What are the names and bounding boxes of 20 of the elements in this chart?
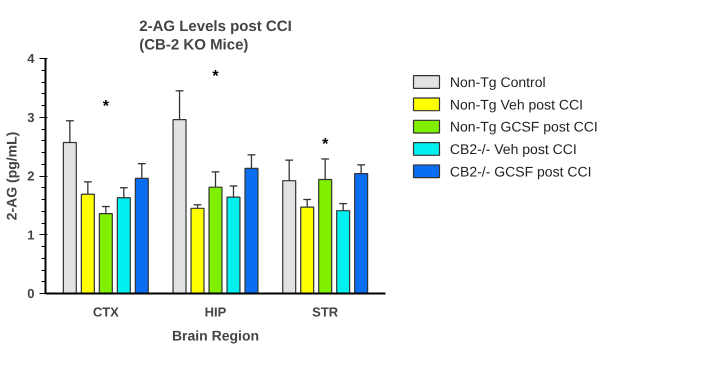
x-axis-title: Brain Region bbox=[172, 328, 260, 344]
legend-label: Non-Tg Control bbox=[450, 74, 546, 90]
y-tick-label: 4 bbox=[27, 51, 36, 66]
legend-label: Non-Tg GCSF post CCI bbox=[450, 118, 598, 135]
annotation: * bbox=[212, 68, 220, 85]
legend-label: CB2-/- GCSF post CCI bbox=[450, 163, 592, 180]
bar bbox=[190, 208, 205, 294]
y-tick-label: 3 bbox=[27, 110, 35, 125]
annotation: * bbox=[322, 136, 330, 153]
annotation: * bbox=[102, 98, 110, 115]
y-axis-title: 2-AG (pg/mL) bbox=[3, 132, 20, 220]
chart-title: 2-AG Levels post CCI (CB-2 KO Mice) bbox=[139, 18, 292, 54]
legend-label: CB2-/- Veh post CCI bbox=[450, 140, 577, 157]
y-tick-label: 0 bbox=[27, 286, 35, 301]
y-tick-label: 2 bbox=[27, 168, 35, 184]
x-tick-label: HIP bbox=[204, 304, 227, 320]
x-tick-label: STR bbox=[312, 304, 339, 320]
y-tick-label: 1 bbox=[27, 227, 35, 242]
x-tick-label: CTX bbox=[92, 304, 120, 320]
legend-label: Non-Tg Veh post CCI bbox=[450, 96, 583, 112]
